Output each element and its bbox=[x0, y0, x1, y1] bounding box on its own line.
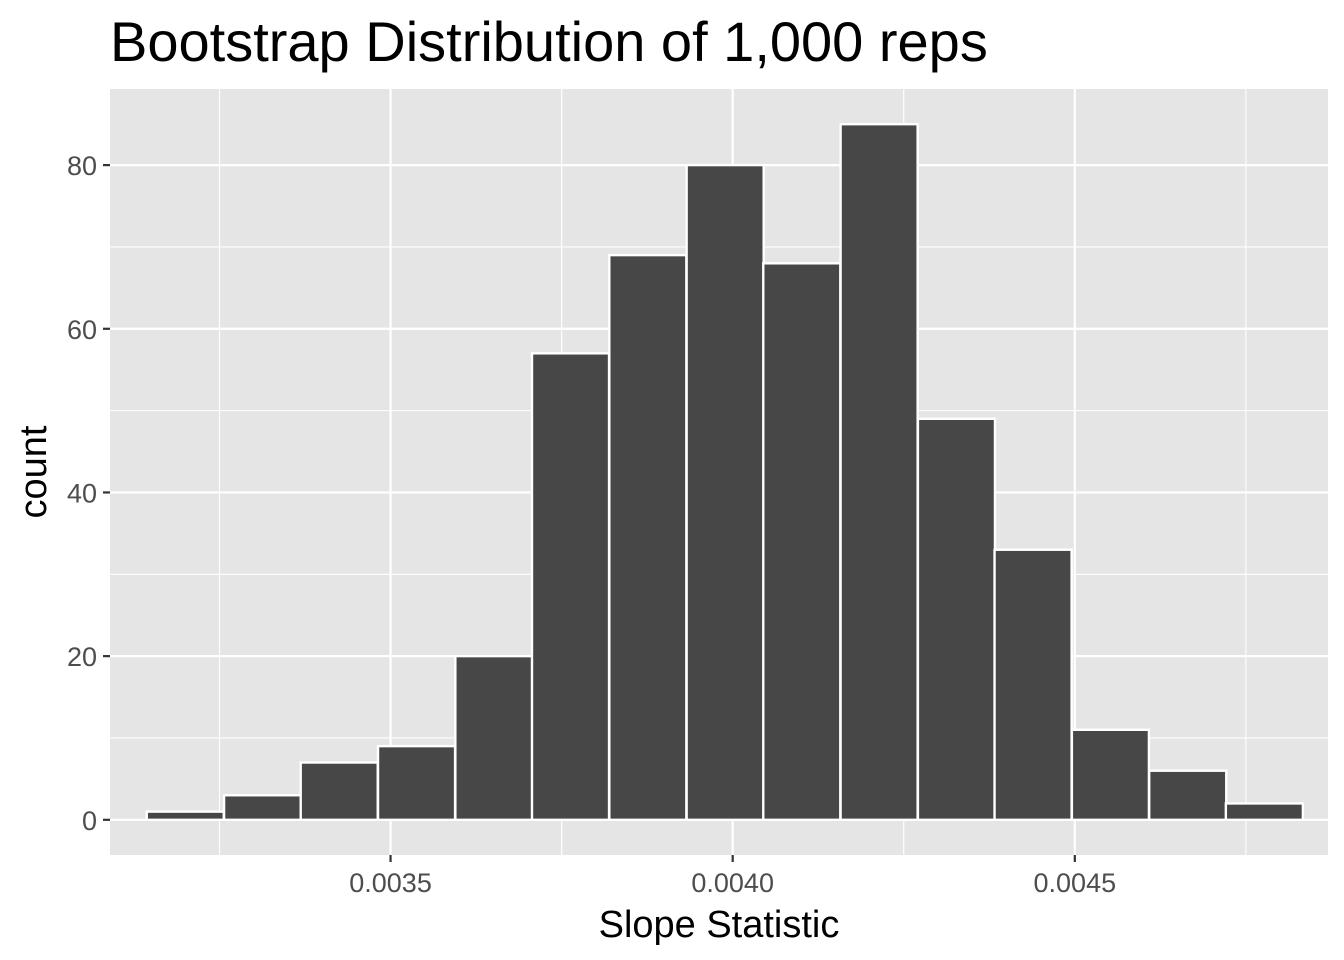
histogram-bar bbox=[530, 352, 611, 822]
histogram-bar bbox=[839, 122, 919, 822]
x-tick-label: 0.0035 bbox=[349, 868, 432, 898]
x-tick-label: 0.0045 bbox=[1034, 868, 1117, 898]
histogram-bar bbox=[1148, 769, 1228, 822]
histogram-bar bbox=[608, 253, 688, 822]
y-tick-label: 20 bbox=[67, 642, 97, 672]
histogram-bar bbox=[454, 654, 534, 822]
y-tick-label: 80 bbox=[67, 151, 97, 181]
histogram-bar bbox=[145, 810, 225, 822]
chart-title: Bootstrap Distribution of 1,000 reps bbox=[110, 10, 988, 73]
histogram-bar bbox=[916, 417, 997, 822]
y-axis-ticks: 0 20 40 60 80 bbox=[67, 151, 110, 836]
histogram-bar bbox=[222, 794, 303, 822]
y-tick-label: 60 bbox=[67, 315, 97, 345]
histogram-bar bbox=[993, 548, 1073, 822]
histogram-bars bbox=[145, 122, 1305, 822]
histogram-bar bbox=[1070, 728, 1151, 822]
x-axis-title: Slope Statistic bbox=[599, 904, 840, 946]
histogram-bar bbox=[685, 163, 765, 822]
y-tick-label: 40 bbox=[67, 478, 97, 508]
histogram-bar bbox=[1224, 802, 1305, 822]
y-axis-title: count bbox=[13, 425, 55, 518]
x-tick-label: 0.0040 bbox=[691, 868, 774, 898]
x-axis-ticks: 0.0035 0.0040 0.0045 bbox=[349, 855, 1116, 898]
histogram-bar bbox=[376, 744, 457, 822]
histogram-bar bbox=[299, 761, 379, 822]
y-tick-label: 0 bbox=[82, 806, 97, 836]
histogram-bar bbox=[762, 262, 842, 822]
